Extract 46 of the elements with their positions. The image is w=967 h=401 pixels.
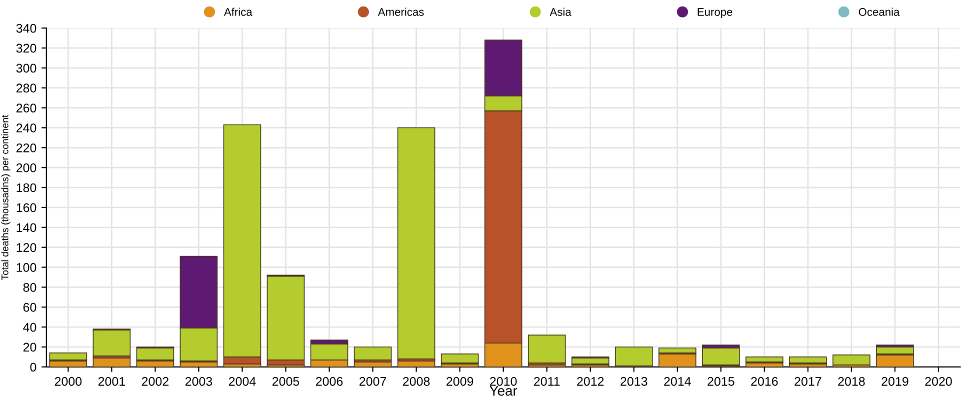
y-tick-label: 300 bbox=[16, 64, 36, 73]
legend-label: Africa bbox=[224, 8, 252, 16]
y-tick-label: 20 bbox=[23, 342, 36, 352]
x-tick-label: 2006 bbox=[316, 376, 343, 386]
x-tick-label: 2009 bbox=[446, 376, 474, 386]
x-tick-label: 2020 bbox=[925, 376, 952, 386]
x-tick-label: 2017 bbox=[794, 376, 822, 386]
y-tick-label: 280 bbox=[16, 84, 36, 93]
x-tick-label: 2001 bbox=[98, 376, 125, 386]
x-tick-label: 2000 bbox=[54, 376, 82, 386]
y-axis-title: Total deaths (thousadns) per continent bbox=[1, 114, 10, 280]
y-tick-label: 80 bbox=[23, 282, 36, 292]
x-tick-label: 2004 bbox=[228, 376, 256, 386]
y-tick-label: 140 bbox=[16, 223, 36, 232]
y-tick-label: 240 bbox=[16, 124, 36, 132]
y-tick-label: 100 bbox=[16, 263, 36, 272]
x-tick-label: 2007 bbox=[360, 376, 386, 386]
x-tick-label: 2011 bbox=[534, 376, 560, 386]
x-axis-title: Year bbox=[490, 386, 518, 396]
x-tick-label: 2005 bbox=[272, 376, 300, 386]
x-tick-label: 2008 bbox=[403, 376, 430, 386]
y-tick-label: 60 bbox=[23, 302, 36, 312]
x-tick-label: 2010 bbox=[490, 376, 517, 386]
y-tick-label: 40 bbox=[23, 322, 36, 332]
legend-label: Oceania bbox=[858, 8, 900, 16]
x-tick-label: 2018 bbox=[838, 376, 865, 386]
y-tick-label: 340 bbox=[16, 24, 36, 33]
x-tick-label: 2014 bbox=[664, 376, 691, 386]
y-tick-label: 320 bbox=[16, 44, 36, 53]
y-tick-label: 220 bbox=[16, 143, 36, 152]
legend-label: Asia bbox=[550, 8, 572, 16]
x-tick-label: 2012 bbox=[577, 376, 604, 386]
legend-label: Americas bbox=[378, 8, 424, 16]
x-tick-label: 2013 bbox=[620, 376, 648, 386]
y-tick-label: 0 bbox=[30, 362, 36, 372]
x-tick-label: 2016 bbox=[751, 376, 778, 386]
x-tick-label: 2003 bbox=[185, 376, 212, 386]
y-tick-label: 180 bbox=[16, 183, 36, 192]
y-tick-label: 200 bbox=[16, 163, 36, 172]
y-tick-label: 120 bbox=[16, 243, 36, 252]
y-tick-label: 160 bbox=[16, 203, 36, 212]
x-tick-label: 2002 bbox=[142, 376, 168, 386]
y-tick-label: 260 bbox=[16, 104, 36, 112]
legend-label: Europe bbox=[698, 8, 732, 18]
x-tick-label: 2015 bbox=[708, 376, 734, 386]
x-tick-label: 2019 bbox=[882, 376, 908, 386]
